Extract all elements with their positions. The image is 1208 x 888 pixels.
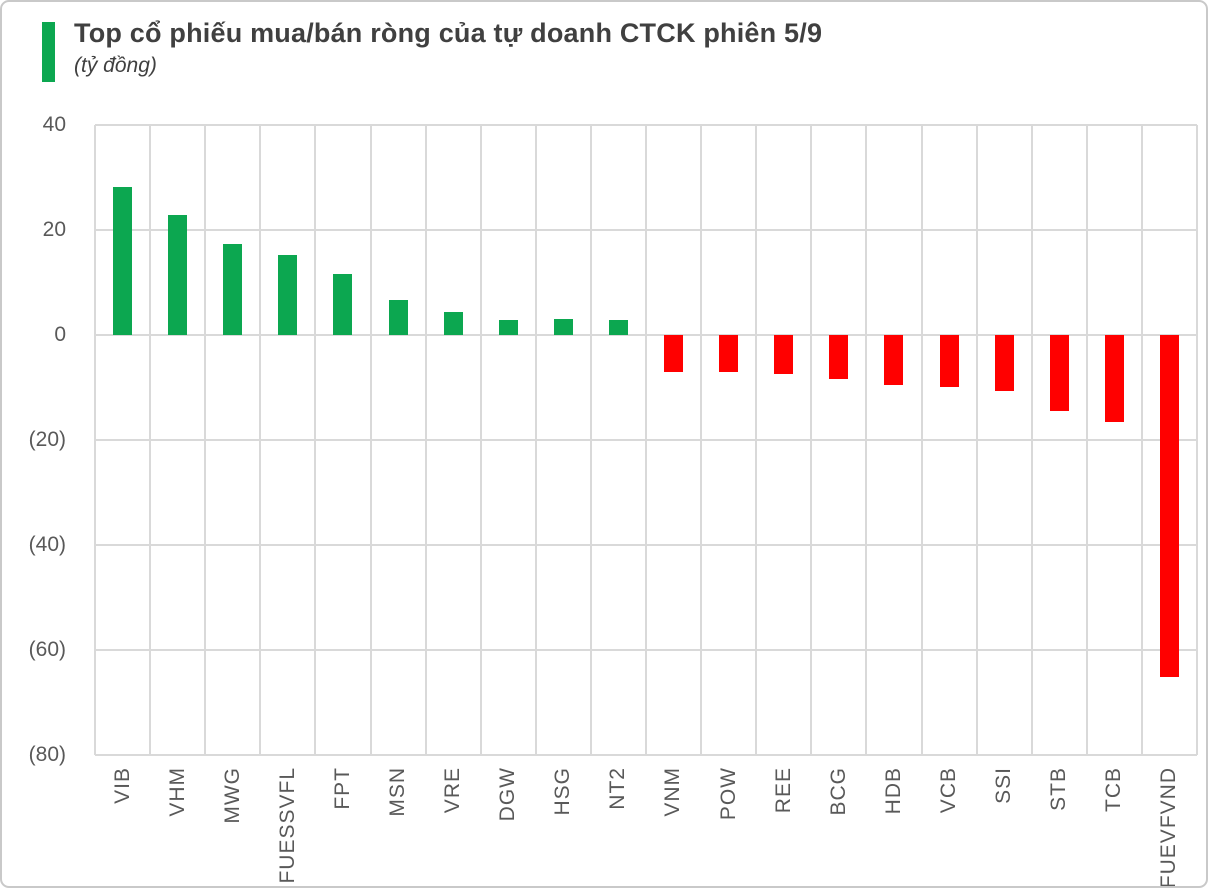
x-axis-label-cell: REE bbox=[756, 767, 811, 885]
x-axis-label-cell: DGW bbox=[481, 767, 536, 885]
x-axis-label-cell: HSG bbox=[536, 767, 591, 885]
bar-NT2 bbox=[608, 319, 628, 335]
x-axis-label: MSN bbox=[386, 767, 410, 817]
bar-MSN bbox=[388, 299, 408, 335]
gridline-vertical bbox=[1140, 125, 1143, 755]
x-axis-label: DGW bbox=[496, 767, 520, 822]
gridline-vertical bbox=[149, 125, 152, 755]
gridline-vertical bbox=[865, 125, 868, 755]
x-axis-label-cell: NT2 bbox=[591, 767, 646, 885]
bar-HDB bbox=[884, 335, 904, 385]
x-axis-label: VCB bbox=[936, 767, 960, 814]
bar-VRE bbox=[443, 311, 463, 335]
chart-title: Top cổ phiếu mua/bán ròng của tự doanh C… bbox=[74, 18, 823, 48]
y-tick-label: (80) bbox=[28, 743, 66, 766]
x-axis-label-cell: STB bbox=[1032, 767, 1087, 885]
x-axis-label: FUEVFVND bbox=[1157, 767, 1181, 888]
bar-VNM bbox=[664, 335, 684, 372]
bar-SSI bbox=[994, 335, 1014, 391]
bar-FUEVFVND bbox=[1159, 335, 1179, 677]
bar-POW bbox=[719, 335, 739, 372]
bar-STB bbox=[1049, 335, 1069, 412]
gridline-vertical bbox=[534, 125, 537, 755]
y-tick-label: 20 bbox=[42, 218, 66, 241]
gridline-vertical bbox=[755, 125, 758, 755]
x-axis-label-cell: VNM bbox=[646, 767, 701, 885]
gridline-vertical bbox=[645, 125, 647, 755]
x-axis-label: VHM bbox=[165, 767, 189, 817]
bar-MWG bbox=[223, 244, 243, 335]
gridline-vertical bbox=[424, 125, 427, 755]
x-axis-label-cell: MSN bbox=[370, 767, 425, 885]
y-tick-label: (40) bbox=[28, 533, 66, 556]
x-axis-label: VNM bbox=[661, 767, 685, 817]
x-axis-labels: VIB VHM MWG FUESSVFL FPT MSN VRE DGW HSG NT2 VNM PO… bbox=[95, 767, 1197, 888]
x-axis-label-cell: FPT bbox=[315, 767, 370, 885]
gridline-vertical bbox=[1085, 125, 1088, 755]
bar-FUESSVFL bbox=[278, 255, 298, 335]
x-axis-label: STB bbox=[1047, 767, 1071, 811]
x-axis-label: FUESSVFL bbox=[275, 767, 299, 884]
x-axis-label: SSI bbox=[992, 767, 1016, 804]
bar-TCB bbox=[1104, 335, 1124, 423]
gridline-vertical bbox=[975, 125, 978, 755]
x-axis-label: HSG bbox=[551, 767, 575, 816]
gridline-vertical bbox=[920, 125, 923, 755]
gridline-vertical bbox=[204, 125, 207, 755]
x-axis-label-cell: FUESSVFL bbox=[260, 767, 315, 885]
gridline-horizontal bbox=[95, 754, 1197, 756]
x-axis-label: VIB bbox=[110, 767, 134, 804]
bar-VHM bbox=[168, 214, 188, 335]
bar-VIB bbox=[113, 186, 133, 335]
x-axis-label-cell: SSI bbox=[977, 767, 1032, 885]
chart-unit-subtitle: (tỷ đồng) bbox=[74, 54, 157, 77]
x-axis-label-cell: POW bbox=[701, 767, 756, 885]
x-axis-label: MWG bbox=[220, 767, 244, 824]
bar-DGW bbox=[498, 319, 518, 335]
x-axis-label: HDB bbox=[881, 767, 905, 815]
gridline-vertical bbox=[589, 125, 592, 755]
gridline-vertical bbox=[479, 125, 482, 755]
y-tick-label: 40 bbox=[42, 113, 66, 136]
bar-REE bbox=[774, 335, 794, 375]
x-axis-label: FPT bbox=[330, 767, 354, 810]
x-axis-label-cell: VIB bbox=[95, 767, 150, 885]
x-axis-label: BCG bbox=[826, 767, 850, 816]
y-tick-label: (20) bbox=[28, 428, 66, 451]
gridline-vertical bbox=[314, 125, 317, 755]
x-axis-label-cell: FUEVFVND bbox=[1142, 767, 1197, 888]
x-axis-label: POW bbox=[716, 767, 740, 821]
x-axis-label-cell: VRE bbox=[426, 767, 481, 885]
gridline-vertical bbox=[259, 125, 262, 755]
gridline-vertical bbox=[810, 125, 813, 755]
gridline-vertical bbox=[1196, 125, 1198, 755]
title-accent-bar bbox=[42, 22, 55, 82]
x-axis-label: VRE bbox=[441, 767, 465, 814]
x-axis-label-cell: BCG bbox=[811, 767, 866, 885]
x-axis-label-cell: HDB bbox=[866, 767, 921, 885]
gridline-vertical bbox=[1030, 125, 1033, 755]
bar-VCB bbox=[939, 335, 959, 387]
plot-area bbox=[94, 124, 1198, 756]
x-axis-label-cell: VHM bbox=[150, 767, 205, 885]
x-axis-label: REE bbox=[771, 767, 795, 814]
bar-BCG bbox=[829, 335, 849, 380]
x-axis-label: NT2 bbox=[606, 767, 630, 810]
gridline-vertical bbox=[369, 125, 372, 755]
x-axis-label-cell: MWG bbox=[205, 767, 260, 885]
gridline-vertical bbox=[700, 125, 703, 755]
x-axis-label-cell: TCB bbox=[1087, 767, 1142, 885]
x-axis-label: TCB bbox=[1102, 767, 1126, 812]
bar-FPT bbox=[333, 274, 353, 335]
y-tick-label: (60) bbox=[28, 638, 66, 661]
gridline-vertical bbox=[94, 125, 96, 755]
x-axis-label-cell: VCB bbox=[921, 767, 976, 885]
y-tick-label: 0 bbox=[54, 323, 66, 346]
bar-HSG bbox=[553, 319, 573, 335]
